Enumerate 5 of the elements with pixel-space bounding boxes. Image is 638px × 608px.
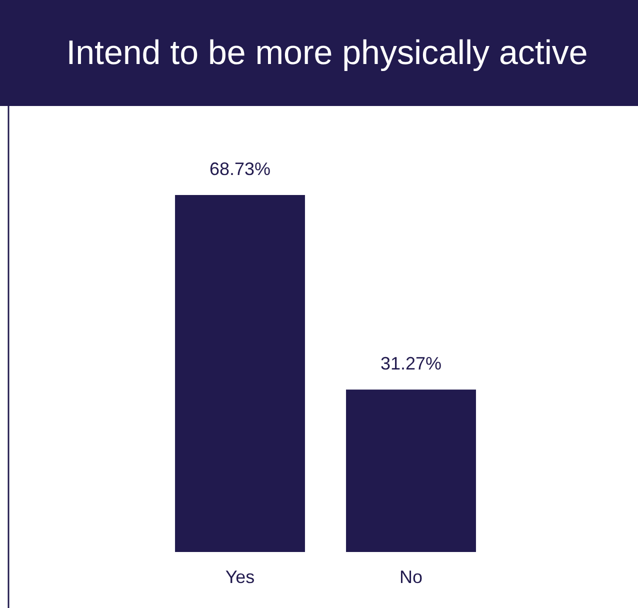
- chart-title: Intend to be more physically active: [66, 34, 588, 72]
- data-label: 68.73%: [209, 159, 271, 179]
- x-tick-label: No: [399, 566, 423, 587]
- data-label: 31.27%: [380, 354, 442, 374]
- x-tick-label: Yes: [225, 566, 255, 587]
